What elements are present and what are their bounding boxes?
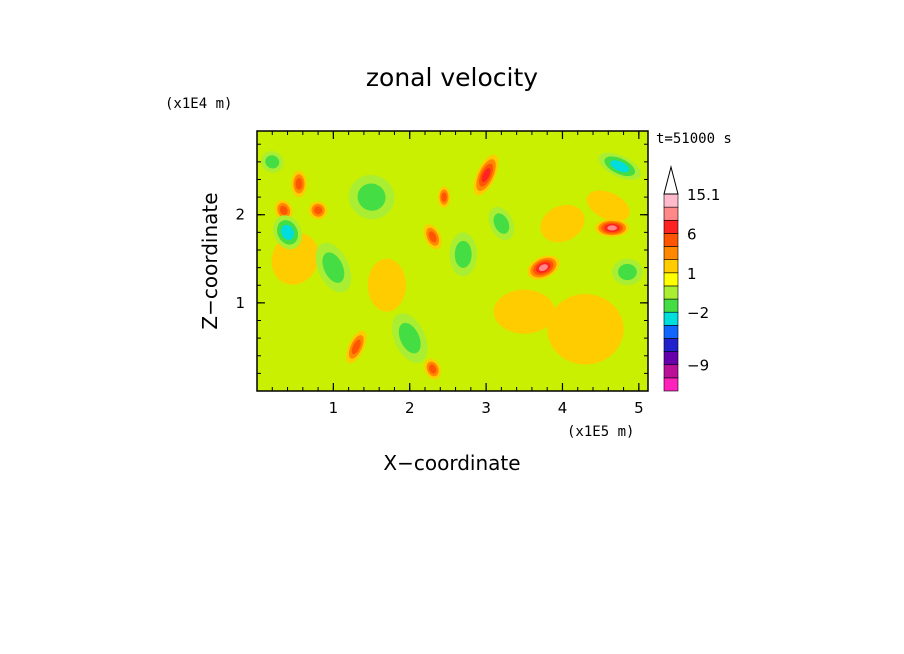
field-feature bbox=[424, 358, 441, 380]
field-contour bbox=[617, 263, 637, 281]
field-contour bbox=[607, 225, 617, 231]
chart-title: zonal velocity bbox=[366, 63, 538, 92]
colorbar-band bbox=[663, 298, 679, 313]
field-contour bbox=[493, 289, 555, 334]
field-feature bbox=[598, 152, 641, 180]
field-feature bbox=[547, 294, 624, 365]
field-feature bbox=[540, 204, 585, 243]
field-feature bbox=[315, 242, 352, 293]
field-contour bbox=[441, 192, 447, 202]
field-feature bbox=[595, 219, 629, 237]
field-feature bbox=[391, 313, 428, 363]
field-contour bbox=[481, 167, 491, 183]
y-tick-label: 1 bbox=[235, 294, 245, 312]
field-contour bbox=[538, 264, 548, 272]
colorbar-band bbox=[663, 364, 679, 379]
field-contour bbox=[357, 183, 386, 211]
x-tick-label: 1 bbox=[329, 399, 339, 417]
colorbar-top-arrow bbox=[663, 165, 679, 195]
colorbar-band bbox=[663, 311, 679, 326]
field-contour bbox=[281, 224, 294, 240]
field-feature bbox=[449, 232, 477, 277]
field-feature bbox=[348, 174, 395, 220]
field-feature bbox=[273, 215, 303, 250]
field-feature bbox=[274, 200, 293, 221]
y-ticks: 12 bbox=[235, 143, 648, 374]
y-axis-label: Z−coordinate bbox=[198, 192, 222, 329]
field-feature bbox=[423, 224, 442, 250]
colorbar-label: −2 bbox=[687, 304, 709, 322]
colorbar-label: −9 bbox=[687, 357, 709, 375]
field-feature bbox=[367, 258, 406, 312]
colorbar-band bbox=[663, 246, 679, 260]
velocity-field bbox=[260, 151, 643, 380]
x-tick-label: 2 bbox=[405, 399, 415, 417]
colorbar-band bbox=[663, 351, 679, 366]
field-contour bbox=[428, 231, 437, 243]
field-feature bbox=[473, 154, 499, 196]
field-feature bbox=[291, 170, 307, 198]
colorbar-band bbox=[663, 259, 679, 274]
field-contour bbox=[547, 294, 624, 365]
colorbar-band bbox=[663, 193, 679, 208]
colorbar-band bbox=[663, 338, 679, 352]
x-tick-label: 4 bbox=[558, 399, 568, 417]
field-contour bbox=[367, 258, 406, 312]
field-contour bbox=[322, 252, 345, 283]
field-feature bbox=[586, 190, 630, 222]
x-ticks: 1 2 3 4 5 bbox=[271, 131, 644, 417]
field-contour bbox=[540, 204, 585, 243]
field-feature bbox=[612, 258, 643, 286]
x-unit-label: (x1E5 m) bbox=[567, 424, 634, 440]
colorbar-band bbox=[663, 325, 679, 339]
colorbar-band bbox=[663, 233, 679, 247]
colorbar-label: 15.1 bbox=[687, 186, 720, 204]
colorbar-band bbox=[663, 219, 679, 234]
colorbar: 15.1 6 1 −2 −9 bbox=[663, 165, 720, 392]
field-feature bbox=[527, 255, 560, 280]
field-contour bbox=[265, 155, 280, 169]
colorbar-band bbox=[663, 272, 679, 287]
field-feature bbox=[260, 151, 284, 173]
field-contour bbox=[493, 213, 510, 234]
field-contour bbox=[398, 322, 421, 354]
colorbar-label: 6 bbox=[687, 225, 697, 243]
colorbar-band bbox=[663, 206, 679, 221]
field-contour bbox=[295, 178, 303, 190]
y-tick-label: 2 bbox=[235, 206, 245, 224]
field-contour bbox=[586, 190, 630, 222]
field-contour bbox=[314, 206, 323, 215]
field-contour bbox=[610, 160, 630, 173]
field-feature bbox=[346, 330, 367, 364]
field-contour bbox=[454, 240, 472, 268]
x-axis-label: X−coordinate bbox=[383, 451, 520, 475]
field-contour bbox=[428, 364, 437, 374]
field-contour bbox=[279, 205, 288, 215]
field-feature bbox=[437, 186, 451, 208]
field-feature bbox=[308, 201, 328, 220]
colorbar-band bbox=[663, 377, 679, 392]
plot-frame bbox=[256, 130, 649, 392]
field-feature bbox=[493, 289, 555, 334]
colorbar-band bbox=[663, 285, 679, 300]
field-contour bbox=[351, 339, 361, 355]
field-feature bbox=[488, 206, 515, 241]
time-label: t=51000 s bbox=[656, 131, 732, 147]
y-unit-label: (x1E4 m) bbox=[165, 96, 232, 112]
x-tick-label: 3 bbox=[481, 399, 491, 417]
x-tick-label: 5 bbox=[634, 399, 644, 417]
colorbar-label: 1 bbox=[687, 265, 697, 283]
